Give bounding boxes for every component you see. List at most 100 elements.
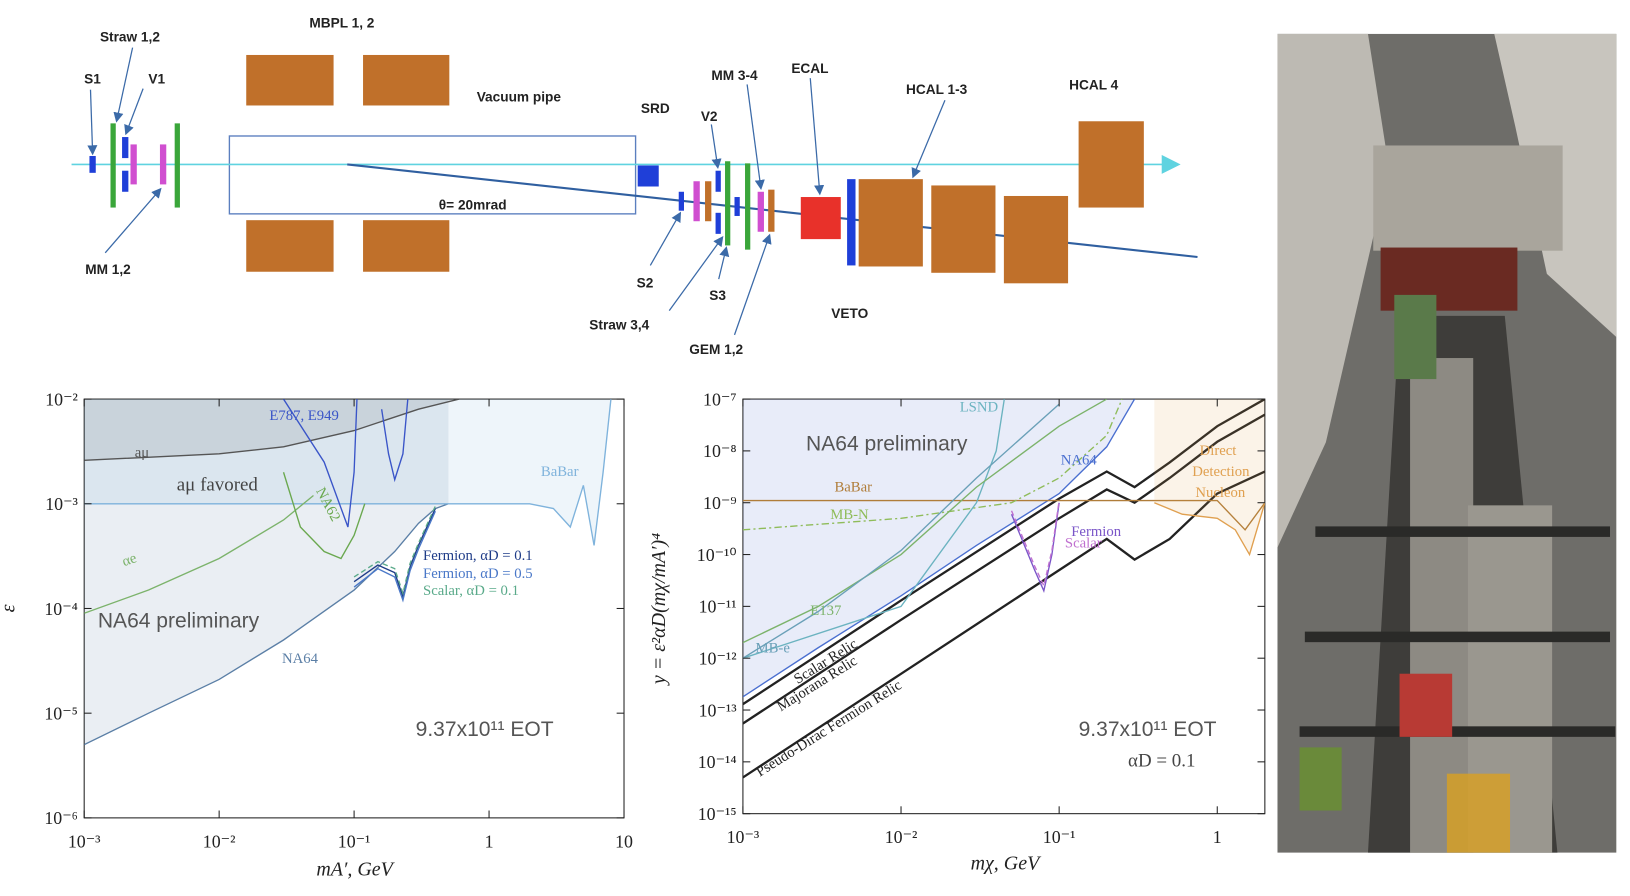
- y-axis-label: y = ε²αD(mχ/mA′)⁴: [648, 533, 670, 686]
- region: [84, 399, 611, 546]
- diagram-label: MM 3-4: [711, 68, 758, 83]
- ecal: [800, 197, 841, 240]
- x-tick-label: 10⁻¹: [338, 831, 371, 851]
- annotation: NA64 preliminary: [806, 433, 968, 456]
- series-label: BaBar: [834, 480, 872, 496]
- series-label: NA64: [282, 651, 319, 667]
- y-tick-label: 10⁻⁷: [703, 389, 737, 409]
- diagram-label: GEM 1,2: [689, 342, 743, 357]
- y-tick-label: 10⁻²: [45, 389, 78, 409]
- diagram-label: S3: [709, 288, 726, 303]
- annotation: αD = 0.1: [1128, 750, 1195, 771]
- series-label: aμ: [135, 445, 150, 461]
- series-label: Pseudo-Dirac Fermion Relic: [753, 677, 905, 780]
- y-tick-label: 10⁻⁵: [44, 703, 78, 723]
- detector: [130, 144, 137, 185]
- detector: [745, 163, 751, 250]
- magnet: [246, 220, 334, 272]
- series-line: [282, 399, 409, 528]
- series-label: Scalar, αD = 0.1: [423, 583, 519, 599]
- region: [742, 399, 1135, 697]
- series-line: [742, 399, 1005, 659]
- x-tick-label: 10⁻²: [203, 831, 236, 851]
- series-label: LSND: [960, 400, 999, 416]
- annotation: Detection: [1192, 464, 1250, 480]
- arrows: [87, 47, 946, 336]
- diagram-label: V1: [148, 71, 165, 86]
- series-line: [742, 499, 1265, 531]
- series-label: BaBar: [541, 464, 579, 480]
- series-line: [742, 403, 1060, 659]
- x-tick-label: 1: [485, 831, 494, 851]
- detector: [725, 161, 731, 246]
- series-line: [742, 399, 1108, 644]
- series-line: [84, 399, 612, 546]
- y-tick-label: 10⁻³: [45, 494, 78, 514]
- y-tick-label: 10⁻⁸: [703, 441, 737, 461]
- y-tick-label: 10⁻¹³: [699, 700, 738, 720]
- magnet: [363, 220, 450, 272]
- detector-schematic: [71, 47, 1198, 336]
- magnet: [246, 54, 334, 106]
- srd: [637, 165, 659, 187]
- diagram-label: MBPL 1, 2: [309, 16, 374, 31]
- diagram-label: ECAL: [791, 61, 828, 76]
- series-label: Scalar: [1065, 535, 1102, 551]
- y-tick-label: 10⁻¹²: [699, 649, 737, 669]
- series-label: Fermion: [1071, 524, 1122, 540]
- x-tick-label: 10⁻¹: [1043, 827, 1076, 847]
- hcal: [1078, 121, 1144, 208]
- detector: [705, 181, 712, 222]
- diagram-label: Vacuum pipe: [477, 89, 562, 104]
- series-line: [742, 399, 1123, 531]
- magnet: [363, 54, 450, 106]
- annotation: aμ favored: [177, 475, 259, 496]
- y-axis-label: ε: [0, 604, 20, 612]
- series-line: [353, 510, 436, 603]
- y-tick-label: 10⁻¹⁴: [698, 752, 737, 772]
- x-tick-label: 10: [615, 831, 633, 851]
- series-label: MB-e: [756, 641, 791, 657]
- plot-area: [742, 399, 1265, 779]
- series-line: [84, 503, 449, 746]
- detector: [159, 144, 167, 185]
- diagram-label: Straw 1,2: [100, 29, 160, 44]
- series-label: Fermion, αD = 0.1: [423, 548, 533, 564]
- y-tick-label: 10⁻¹⁵: [698, 804, 737, 824]
- diagram-label: HCAL 1-3: [906, 82, 968, 97]
- diagram-label: Straw 3,4: [589, 318, 649, 333]
- detector: [89, 155, 96, 173]
- annotation: Direct: [1200, 443, 1237, 459]
- diagram-label: MM 1,2: [85, 262, 131, 277]
- detector: [174, 123, 180, 208]
- series-line: [84, 494, 314, 614]
- detector: [757, 191, 764, 232]
- diagram-label: VETO: [831, 306, 868, 321]
- x-tick-label: 1: [1213, 827, 1222, 847]
- y-tick-label: 10⁻¹¹: [699, 597, 737, 617]
- diagram-label: S2: [637, 276, 654, 291]
- detector: [715, 212, 721, 234]
- y-tick-label: 10⁻⁶: [44, 808, 78, 828]
- plot-area: [84, 399, 612, 746]
- diagram-label: HCAL 4: [1069, 78, 1118, 93]
- series-label: E137: [810, 603, 841, 619]
- region: [1154, 399, 1265, 555]
- series-label: E787, E949: [269, 408, 339, 424]
- annotation: Nucleon: [1195, 485, 1246, 501]
- detector: [768, 189, 775, 232]
- series-label: MB-N: [830, 507, 869, 523]
- series-line: [353, 508, 436, 599]
- annotation: 9.37x10¹¹ EOT: [1079, 718, 1217, 741]
- series-label: NA64: [1061, 452, 1098, 468]
- x-tick-label: 10⁻³: [727, 827, 760, 847]
- series-line: [282, 472, 366, 560]
- y-tick-label: 10⁻⁹: [703, 493, 737, 513]
- series-line: [353, 505, 436, 596]
- hcal: [858, 179, 923, 267]
- detector: [122, 170, 129, 192]
- detector: [678, 191, 684, 211]
- region: [84, 399, 460, 461]
